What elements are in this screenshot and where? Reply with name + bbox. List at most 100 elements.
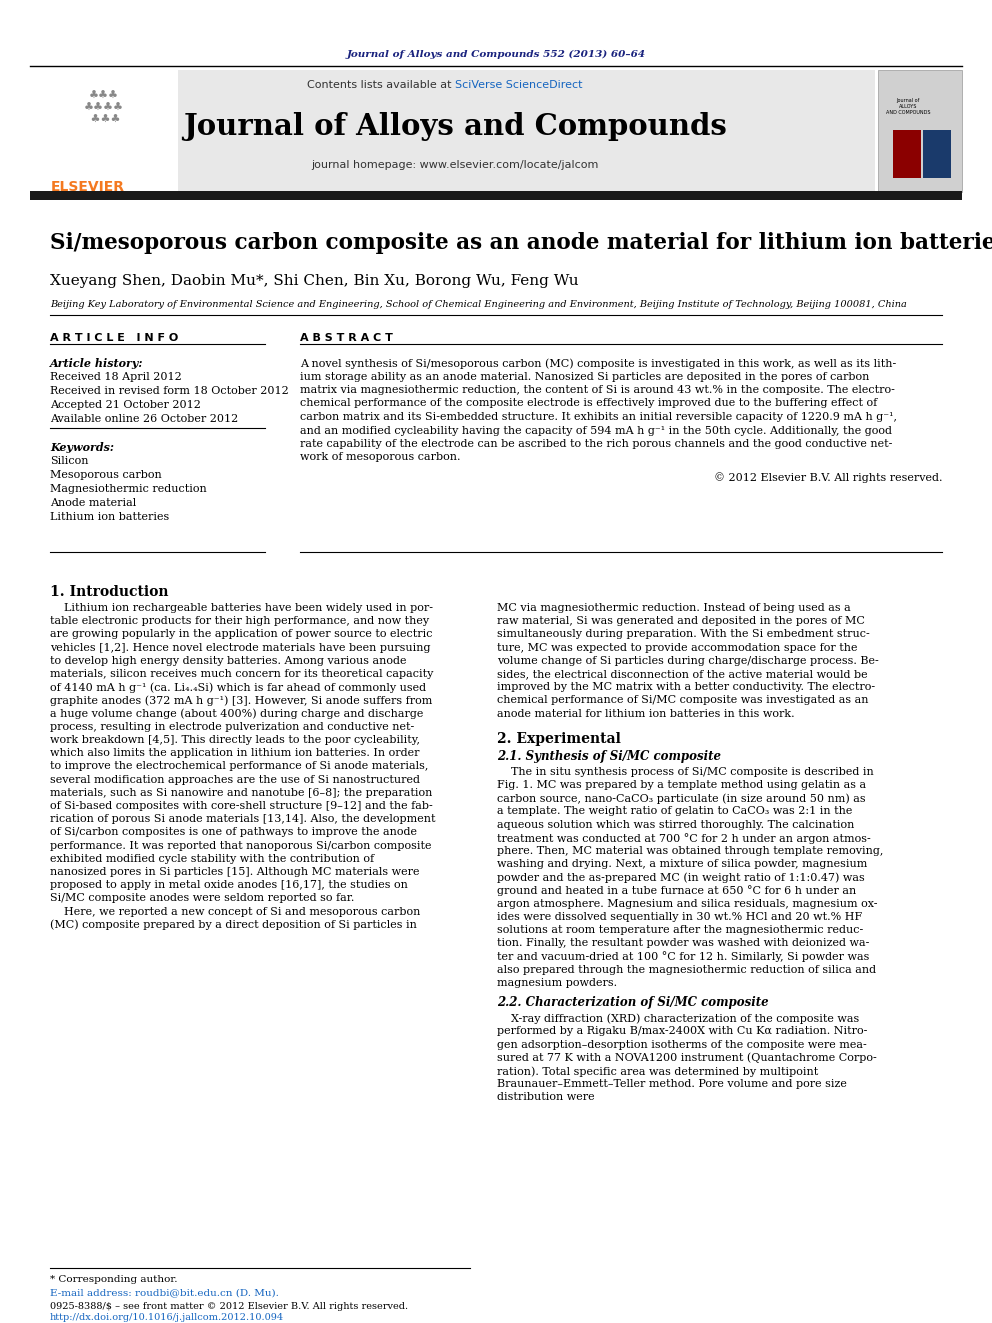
Text: exhibited modified cycle stability with the contribution of: exhibited modified cycle stability with … <box>50 853 374 864</box>
Text: and an modified cycleability having the capacity of 594 mA h g⁻¹ in the 50th cyc: and an modified cycleability having the … <box>300 426 892 435</box>
Text: A B S T R A C T: A B S T R A C T <box>300 333 393 343</box>
Text: Anode material: Anode material <box>50 497 136 508</box>
Text: sured at 77 K with a NOVA1200 instrument (Quantachrome Corpo-: sured at 77 K with a NOVA1200 instrument… <box>497 1053 877 1064</box>
Text: carbon matrix and its Si-embedded structure. It exhibits an initial reversible c: carbon matrix and its Si-embedded struct… <box>300 411 897 422</box>
Bar <box>30 191 962 200</box>
Text: chemical performance of Si/MC composite was investigated as an: chemical performance of Si/MC composite … <box>497 696 869 705</box>
Text: several modification approaches are the use of Si nanostructured: several modification approaches are the … <box>50 774 420 785</box>
Text: graphite anodes (372 mA h g⁻¹) [3]. However, Si anode suffers from: graphite anodes (372 mA h g⁻¹) [3]. Howe… <box>50 696 433 706</box>
Text: of Si-based composites with core-shell structure [9–12] and the fab-: of Si-based composites with core-shell s… <box>50 800 433 811</box>
Text: which also limits the application in lithium ion batteries. In order: which also limits the application in lit… <box>50 749 420 758</box>
Text: ration). Total specific area was determined by multipoint: ration). Total specific area was determi… <box>497 1066 818 1077</box>
Text: ground and heated in a tube furnace at 650 °C for 6 h under an: ground and heated in a tube furnace at 6… <box>497 885 856 897</box>
Text: performed by a Rigaku B/max-2400X with Cu Kα radiation. Nitro-: performed by a Rigaku B/max-2400X with C… <box>497 1027 867 1036</box>
Text: 1. Introduction: 1. Introduction <box>50 585 169 599</box>
Text: ♣♣♣
♣♣♣♣
 ♣♣♣: ♣♣♣ ♣♣♣♣ ♣♣♣ <box>84 91 124 124</box>
Text: vehicles [1,2]. Hence novel electrode materials have been pursuing: vehicles [1,2]. Hence novel electrode ma… <box>50 643 431 652</box>
Text: distribution were: distribution were <box>497 1093 594 1102</box>
Text: to develop high energy density batteries. Among various anode: to develop high energy density batteries… <box>50 656 407 665</box>
Text: washing and drying. Next, a mixture of silica powder, magnesium: washing and drying. Next, a mixture of s… <box>497 859 867 869</box>
Text: Xueyang Shen, Daobin Mu*, Shi Chen, Bin Xu, Borong Wu, Feng Wu: Xueyang Shen, Daobin Mu*, Shi Chen, Bin … <box>50 274 578 288</box>
Text: chemical performance of the composite electrode is effectively improved due to t: chemical performance of the composite el… <box>300 398 877 409</box>
Text: performance. It was reported that nanoporous Si/carbon composite: performance. It was reported that nanopo… <box>50 840 432 851</box>
Text: 0925-8388/$ – see front matter © 2012 Elsevier B.V. All rights reserved.: 0925-8388/$ – see front matter © 2012 El… <box>50 1302 408 1311</box>
Text: raw material, Si was generated and deposited in the pores of MC: raw material, Si was generated and depos… <box>497 617 865 626</box>
Text: aqueous solution which was stirred thoroughly. The calcination: aqueous solution which was stirred thoro… <box>497 820 854 830</box>
Text: Braunauer–Emmett–Teller method. Pore volume and pore size: Braunauer–Emmett–Teller method. Pore vol… <box>497 1080 847 1089</box>
Text: Keywords:: Keywords: <box>50 442 114 452</box>
Text: sides, the electrical disconnection of the active material would be: sides, the electrical disconnection of t… <box>497 669 868 679</box>
Text: Si/MC composite anodes were seldom reported so far.: Si/MC composite anodes were seldom repor… <box>50 893 354 904</box>
Text: ELSEVIER: ELSEVIER <box>51 180 125 194</box>
Text: proposed to apply in metal oxide anodes [16,17], the studies on: proposed to apply in metal oxide anodes … <box>50 880 408 890</box>
Text: (MC) composite prepared by a direct deposition of Si particles in: (MC) composite prepared by a direct depo… <box>50 919 417 930</box>
Bar <box>30 70 875 192</box>
Text: Lithium ion batteries: Lithium ion batteries <box>50 512 170 523</box>
Text: Here, we reported a new concept of Si and mesoporous carbon: Here, we reported a new concept of Si an… <box>50 906 421 917</box>
Text: Si/mesoporous carbon composite as an anode material for lithium ion batteries: Si/mesoporous carbon composite as an ano… <box>50 232 992 254</box>
Text: Received in revised form 18 October 2012: Received in revised form 18 October 2012 <box>50 386 289 396</box>
Text: anode material for lithium ion batteries in this work.: anode material for lithium ion batteries… <box>497 709 795 718</box>
Text: X-ray diffraction (XRD) characterization of the composite was: X-ray diffraction (XRD) characterization… <box>497 1013 859 1024</box>
Text: powder and the as-prepared MC (in weight ratio of 1:1:0.47) was: powder and the as-prepared MC (in weight… <box>497 872 865 882</box>
Text: Received 18 April 2012: Received 18 April 2012 <box>50 372 182 382</box>
Text: E-mail address: roudbi@bit.edu.cn (D. Mu).: E-mail address: roudbi@bit.edu.cn (D. Mu… <box>50 1289 279 1297</box>
Text: work of mesoporous carbon.: work of mesoporous carbon. <box>300 452 460 463</box>
Text: The in situ synthesis process of Si/MC composite is described in: The in situ synthesis process of Si/MC c… <box>497 767 874 777</box>
Text: ture, MC was expected to provide accommodation space for the: ture, MC was expected to provide accommo… <box>497 643 857 652</box>
Text: materials, silicon receives much concern for its theoretical capacity: materials, silicon receives much concern… <box>50 669 434 679</box>
Text: solutions at room temperature after the magnesiothermic reduc-: solutions at room temperature after the … <box>497 925 863 935</box>
Text: phere. Then, MC material was obtained through template removing,: phere. Then, MC material was obtained th… <box>497 845 883 856</box>
Text: carbon source, nano-CaCO₃ particulate (in size around 50 nm) as: carbon source, nano-CaCO₃ particulate (i… <box>497 794 866 804</box>
Text: a template. The weight ratio of gelatin to CaCO₃ was 2:1 in the: a template. The weight ratio of gelatin … <box>497 807 852 816</box>
Text: argon atmosphere. Magnesium and silica residuals, magnesium ox-: argon atmosphere. Magnesium and silica r… <box>497 898 878 909</box>
Text: 2. Experimental: 2. Experimental <box>497 732 621 746</box>
Text: Available online 26 October 2012: Available online 26 October 2012 <box>50 414 238 423</box>
Text: * Corresponding author.: * Corresponding author. <box>50 1275 178 1285</box>
Text: improved by the MC matrix with a better conductivity. The electro-: improved by the MC matrix with a better … <box>497 683 875 692</box>
Text: work breakdown [4,5]. This directly leads to the poor cycleability,: work breakdown [4,5]. This directly lead… <box>50 736 420 745</box>
Text: of Si/carbon composites is one of pathways to improve the anode: of Si/carbon composites is one of pathwa… <box>50 827 417 837</box>
Text: Journal of Alloys and Compounds 552 (2013) 60–64: Journal of Alloys and Compounds 552 (201… <box>346 50 646 60</box>
Text: ium storage ability as an anode material. Nanosized Si particles are deposited i: ium storage ability as an anode material… <box>300 372 869 381</box>
Text: Silicon: Silicon <box>50 456 88 466</box>
Bar <box>893 130 921 179</box>
Text: tion. Finally, the resultant powder was washed with deionized wa-: tion. Finally, the resultant powder was … <box>497 938 869 949</box>
Text: 2.2. Characterization of Si/MC composite: 2.2. Characterization of Si/MC composite <box>497 996 769 1009</box>
Text: table electronic products for their high performance, and now they: table electronic products for their high… <box>50 617 430 626</box>
Text: rate capability of the electrode can be ascribed to the rich porous channels and: rate capability of the electrode can be … <box>300 439 893 448</box>
Bar <box>30 70 178 192</box>
Text: Journal of
ALLOYS
AND COMPOUNDS: Journal of ALLOYS AND COMPOUNDS <box>886 98 930 115</box>
Text: ter and vacuum-dried at 100 °C for 12 h. Similarly, Si powder was: ter and vacuum-dried at 100 °C for 12 h.… <box>497 951 869 962</box>
Text: rication of porous Si anode materials [13,14]. Also, the development: rication of porous Si anode materials [1… <box>50 814 435 824</box>
Text: Fig. 1. MC was prepared by a template method using gelatin as a: Fig. 1. MC was prepared by a template me… <box>497 781 866 790</box>
Text: A R T I C L E   I N F O: A R T I C L E I N F O <box>50 333 179 343</box>
Bar <box>878 70 962 192</box>
Text: a huge volume change (about 400%) during charge and discharge: a huge volume change (about 400%) during… <box>50 709 424 720</box>
Text: Contents lists available at: Contents lists available at <box>307 79 455 90</box>
Text: nanosized pores in Si particles [15]. Although MC materials were: nanosized pores in Si particles [15]. Al… <box>50 867 420 877</box>
Text: Lithium ion rechargeable batteries have been widely used in por-: Lithium ion rechargeable batteries have … <box>50 603 433 613</box>
Text: of 4140 mA h g⁻¹ (ca. Li₄.₄Si) which is far ahead of commonly used: of 4140 mA h g⁻¹ (ca. Li₄.₄Si) which is … <box>50 683 427 693</box>
Text: simultaneously during preparation. With the Si embedment struc-: simultaneously during preparation. With … <box>497 630 870 639</box>
Text: © 2012 Elsevier B.V. All rights reserved.: © 2012 Elsevier B.V. All rights reserved… <box>713 472 942 483</box>
Text: process, resulting in electrode pulverization and conductive net-: process, resulting in electrode pulveriz… <box>50 722 415 732</box>
Text: materials, such as Si nanowire and nanotube [6–8]; the preparation: materials, such as Si nanowire and nanot… <box>50 787 433 798</box>
Text: Magnesiothermic reduction: Magnesiothermic reduction <box>50 484 206 493</box>
Text: gen adsorption–desorption isotherms of the composite were mea-: gen adsorption–desorption isotherms of t… <box>497 1040 867 1049</box>
Text: 2.1. Synthesis of Si/MC composite: 2.1. Synthesis of Si/MC composite <box>497 750 721 763</box>
Text: http://dx.doi.org/10.1016/j.jallcom.2012.10.094: http://dx.doi.org/10.1016/j.jallcom.2012… <box>50 1312 284 1322</box>
Text: treatment was conducted at 700 °C for 2 h under an argon atmos-: treatment was conducted at 700 °C for 2 … <box>497 832 871 844</box>
Bar <box>923 130 951 179</box>
Text: SciVerse ScienceDirect: SciVerse ScienceDirect <box>455 79 582 90</box>
Text: also prepared through the magnesiothermic reduction of silica and: also prepared through the magnesiothermi… <box>497 964 876 975</box>
Text: matrix via magnesiothermic reduction, the content of Si is around 43 wt.% in the: matrix via magnesiothermic reduction, th… <box>300 385 895 396</box>
Text: Beijing Key Laboratory of Environmental Science and Engineering, School of Chemi: Beijing Key Laboratory of Environmental … <box>50 300 907 310</box>
Text: Article history:: Article history: <box>50 359 144 369</box>
Text: Mesoporous carbon: Mesoporous carbon <box>50 470 162 480</box>
Text: ides were dissolved sequentially in 30 wt.% HCl and 20 wt.% HF: ides were dissolved sequentially in 30 w… <box>497 912 862 922</box>
Text: to improve the electrochemical performance of Si anode materials,: to improve the electrochemical performan… <box>50 762 429 771</box>
Text: A novel synthesis of Si/mesoporous carbon (MC) composite is investigated in this: A novel synthesis of Si/mesoporous carbo… <box>300 359 896 369</box>
Text: volume change of Si particles during charge/discharge process. Be-: volume change of Si particles during cha… <box>497 656 879 665</box>
Text: Accepted 21 October 2012: Accepted 21 October 2012 <box>50 400 200 410</box>
